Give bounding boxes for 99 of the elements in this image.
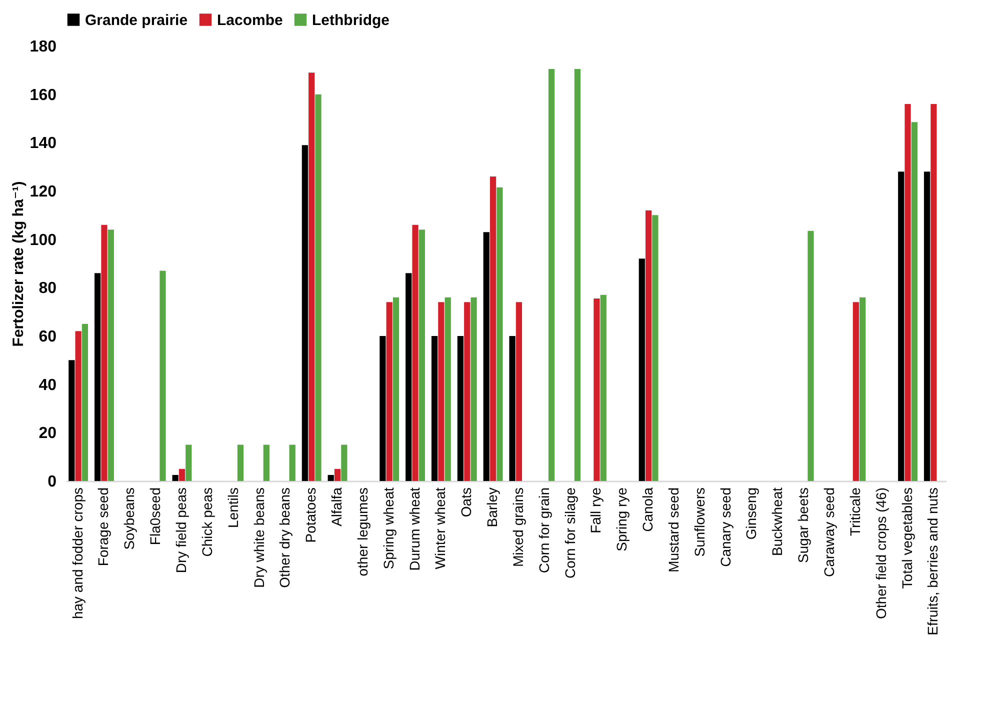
bar <box>860 297 866 481</box>
x-tick-label: Sunflowers <box>691 488 708 557</box>
bar <box>237 444 244 481</box>
x-tick-label: Corn for grain <box>536 488 552 574</box>
bar <box>75 331 82 481</box>
bar <box>315 94 322 481</box>
bar <box>334 468 341 481</box>
x-tick-label: other legumes <box>354 488 370 576</box>
bar <box>509 336 516 481</box>
bar <box>289 444 296 481</box>
bar <box>68 360 75 481</box>
bar <box>392 297 400 481</box>
y-tick-label: 60 <box>38 328 57 346</box>
y-tick-label: 100 <box>30 232 57 249</box>
bar <box>457 336 464 481</box>
bar <box>852 302 859 481</box>
x-tick-label: Buckwheat <box>769 487 786 556</box>
bar <box>911 122 918 481</box>
legend-label: Grande prairie <box>85 12 188 29</box>
x-tick-label: Fla0seed <box>147 488 164 546</box>
bar <box>94 273 101 481</box>
x-tick-label: Alfalfa <box>328 487 345 526</box>
bar <box>574 68 581 481</box>
bar <box>438 302 444 481</box>
legend-label: Lethbridge <box>312 12 390 29</box>
y-tick-label: 20 <box>38 425 57 442</box>
x-tick-label: Forage seed <box>95 488 112 566</box>
y-tick-label: 120 <box>30 184 57 200</box>
bar <box>412 224 418 481</box>
bar <box>904 104 911 481</box>
x-tick-label: Canola <box>640 487 656 532</box>
x-tick-label: Caraway seed <box>821 488 838 577</box>
bar <box>470 297 477 481</box>
bar <box>406 273 412 481</box>
bar <box>101 224 108 481</box>
bar <box>638 258 645 481</box>
x-tick-label: Efruits, berries and nuts <box>924 488 941 636</box>
x-tick-label: Soybeans <box>121 488 138 550</box>
x-tick-label: Sugar beets <box>795 488 812 563</box>
bar <box>594 298 600 481</box>
bar <box>302 145 308 481</box>
x-tick-label: Lentils <box>224 488 241 528</box>
x-tick-label: Triticale <box>846 487 863 536</box>
bar <box>82 324 88 481</box>
x-tick-label: Potatoes <box>302 488 319 543</box>
x-tick-label: Dry field peas <box>172 488 189 574</box>
bar <box>483 232 490 481</box>
x-tick-label: Canary seed <box>717 488 734 567</box>
x-tick-label: Barley <box>484 488 500 528</box>
bar <box>341 444 348 481</box>
y-tick-label: 180 <box>30 38 57 56</box>
x-tick-label: Mixed grains <box>510 488 526 567</box>
bar <box>464 302 470 481</box>
y-tick-label: 140 <box>30 135 57 152</box>
bar <box>898 172 904 481</box>
bar <box>930 104 937 481</box>
x-tick-label: Oats <box>458 488 474 518</box>
bar <box>160 270 166 481</box>
y-tick-label: 40 <box>38 376 57 394</box>
bar <box>490 176 496 481</box>
bar <box>431 336 438 481</box>
bar <box>178 468 186 481</box>
x-tick-label: Winter wheat <box>432 487 448 570</box>
legend-label: Lacombe <box>217 12 283 29</box>
x-tick-label: Other dry beans <box>276 488 293 588</box>
bar <box>548 68 555 481</box>
bar <box>646 210 652 481</box>
x-tick-label: Spring wheat <box>380 487 396 570</box>
x-tick-label: hay and fodder crops <box>69 488 86 620</box>
x-tick-label: Fall rye <box>588 487 604 534</box>
bar <box>263 444 270 481</box>
x-tick-label: Mustard seed <box>665 488 682 572</box>
bar <box>380 336 386 481</box>
bar <box>444 297 451 481</box>
x-tick-label: Durum wheat <box>406 487 422 571</box>
x-tick-label: Other field crops (46) <box>872 488 889 619</box>
bar <box>386 302 392 481</box>
bar <box>418 230 425 481</box>
x-tick-label: Ginseng <box>743 488 760 540</box>
y-tick-label: 0 <box>48 474 57 490</box>
y-tick-label: 160 <box>30 86 57 104</box>
bar <box>186 444 192 481</box>
bar <box>108 230 114 481</box>
x-tick-label: Dry white beans <box>250 488 267 588</box>
bar <box>172 474 178 481</box>
x-tick-label: Spring rye <box>614 487 630 552</box>
bar <box>600 294 606 481</box>
bar <box>652 215 658 481</box>
x-tick-label: Total vegetables <box>898 488 915 589</box>
bar <box>516 302 522 481</box>
y-tick-label: 80 <box>38 280 57 298</box>
bar <box>924 172 930 481</box>
x-tick-label: Chick peas <box>198 488 215 557</box>
y-axis-title: Fertolizer rate (kg ha⁻¹) <box>10 181 27 347</box>
bar <box>328 474 334 481</box>
bar <box>496 187 503 481</box>
x-tick-label: Corn for silage <box>562 487 578 579</box>
bar <box>308 72 315 481</box>
bar <box>808 230 814 481</box>
